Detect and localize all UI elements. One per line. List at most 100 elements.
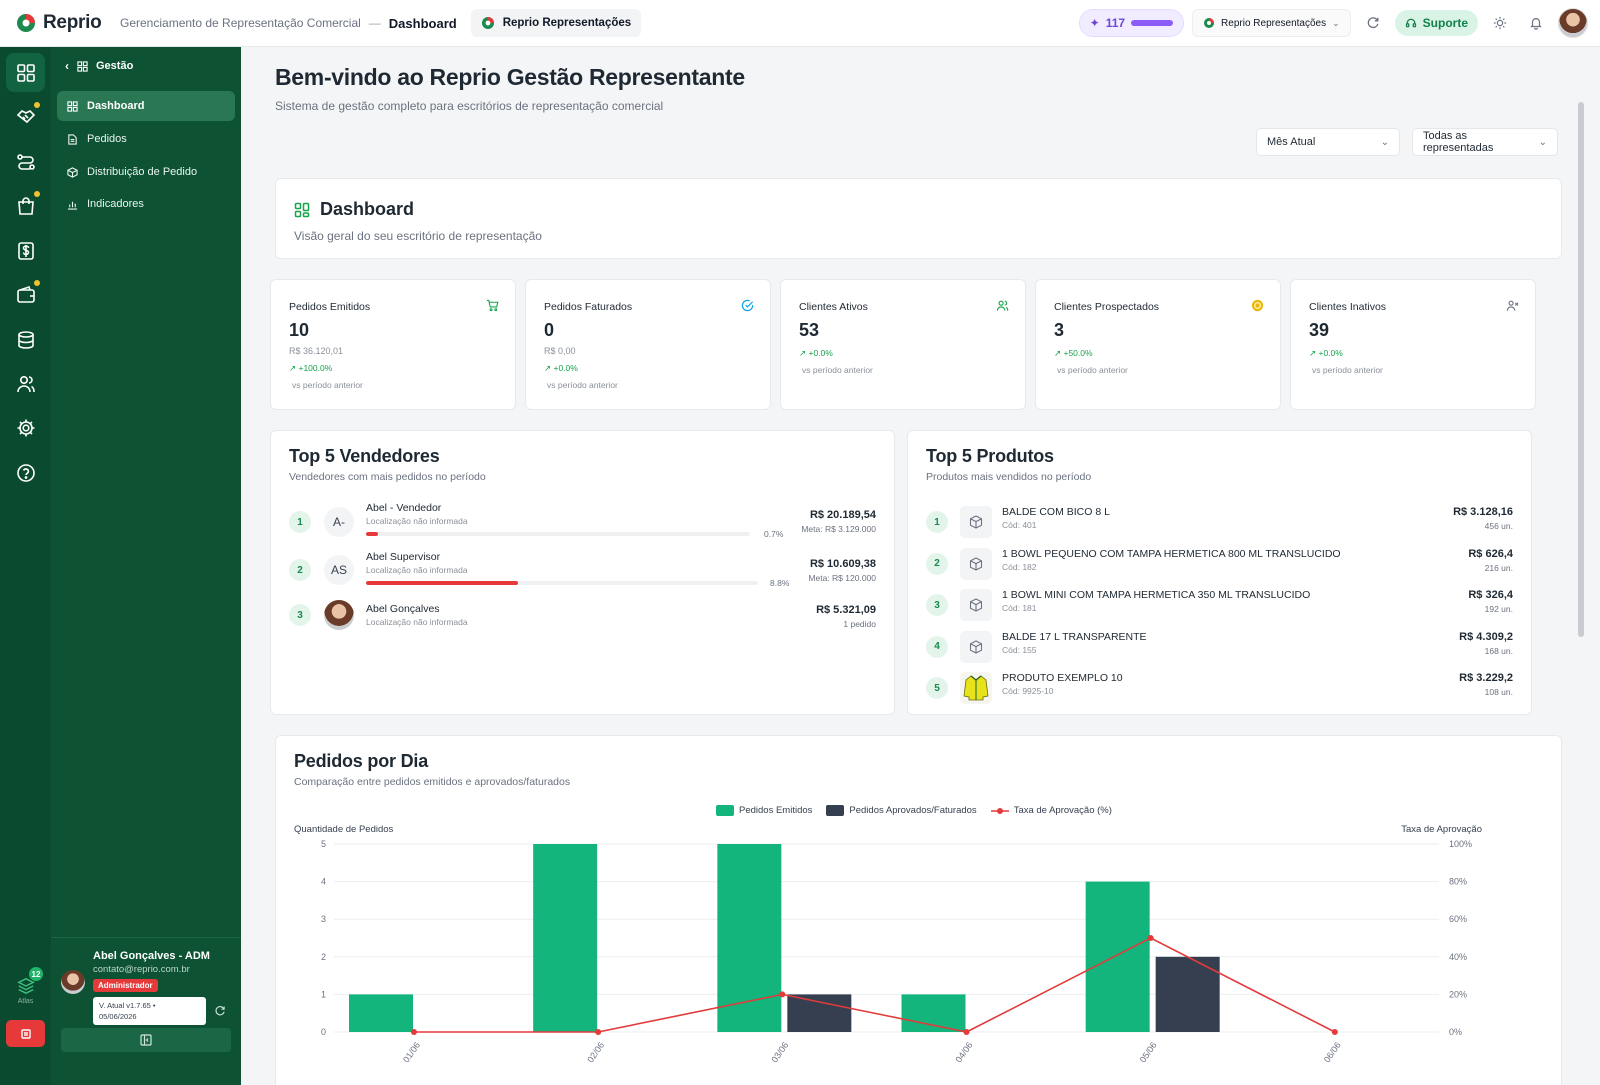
rail-settings[interactable] — [6, 408, 45, 447]
version-line: V. Atual v1.7.65 • — [99, 1001, 156, 1010]
product-amount: R$ 3.229,2 — [1459, 672, 1513, 684]
refresh-icon[interactable] — [214, 1005, 226, 1017]
sidebar-item-label: Pedidos — [87, 133, 127, 145]
stat-value: 0 — [544, 320, 555, 340]
seller-amount: R$ 10.609,38 — [809, 558, 876, 570]
stat-compare: vs período anterior — [802, 365, 873, 375]
rail-routes[interactable] — [6, 142, 45, 181]
y-tick-label: 1 — [321, 989, 326, 999]
help-circle-icon — [16, 463, 35, 482]
legend-item[interactable]: Pedidos Emitidos — [716, 805, 812, 816]
rail-finance[interactable] — [6, 231, 45, 270]
legend-label: Pedidos Aprovados/Faturados — [849, 805, 977, 816]
dashboard-title-text: Dashboard — [320, 199, 415, 219]
stat-trend-value: +0.0% — [1318, 348, 1343, 358]
legend-item[interactable]: Pedidos Aprovados/Faturados — [826, 805, 977, 816]
stat-trend: ↗ +0.0% — [544, 363, 578, 373]
representada-select[interactable]: Todas as representadas ⌄ — [1412, 128, 1558, 156]
collapse-sidebar-button[interactable] — [61, 1028, 231, 1052]
product-code: Cód: 155 — [1002, 644, 1037, 655]
stat-card-pedidos-faturados[interactable]: Pedidos Faturados 0 R$ 0,00 ↗ +0.0% vs p… — [525, 279, 771, 410]
scrollbar[interactable] — [1578, 102, 1584, 637]
brand-logo[interactable]: Reprio — [16, 12, 106, 34]
credits-value: 117 — [1105, 16, 1126, 30]
credits-bar — [1131, 20, 1174, 26]
top-products-card: Top 5 Produtos Produtos mais vendidos no… — [907, 430, 1532, 715]
notifications-button[interactable] — [1522, 9, 1550, 37]
stat-title: Pedidos Emitidos — [289, 301, 371, 313]
y-tick-label: 5 — [321, 839, 326, 849]
stat-title: Pedidos Faturados — [544, 301, 633, 313]
top-sellers-card: Top 5 Vendedores Vendedores com mais ped… — [270, 430, 895, 715]
notification-dot — [34, 102, 40, 108]
rail-users[interactable] — [6, 364, 45, 403]
route-icon — [16, 153, 35, 170]
stat-card-pedidos-emitidos[interactable]: Pedidos Emitidos 10 R$ 36.120,01 ↗ +100.… — [270, 279, 516, 410]
workspace-pill[interactable]: Reprio Representações — [470, 9, 642, 37]
product-amount: R$ 4.309,2 — [1459, 630, 1513, 643]
rail-partners[interactable] — [6, 97, 45, 136]
legend-item[interactable]: Taxa de Aprovação (%) — [990, 805, 1112, 816]
refresh-button[interactable] — [1359, 9, 1387, 37]
company-select[interactable]: Reprio Representações ⌄ — [1192, 9, 1351, 37]
product-units: 108 un. — [1484, 687, 1513, 697]
rate-point — [595, 1029, 602, 1035]
stat-card-clientes-ativos[interactable]: Clientes Ativos 53 ↗ +0.0% vs período an… — [780, 279, 1026, 410]
company-select-label: Reprio Representações — [1221, 17, 1327, 29]
rail-database[interactable] — [6, 320, 45, 359]
rank-badge: 3 — [926, 594, 948, 616]
rail-orders[interactable] — [6, 186, 45, 225]
period-select[interactable]: Mês Atual ⌄ — [1256, 128, 1400, 156]
grid-icon — [294, 202, 310, 217]
sidebar-item-indicadores[interactable]: Indicadores — [57, 189, 235, 219]
product-units: 192 un. — [1484, 604, 1513, 614]
dollar-icon — [17, 241, 34, 260]
seller-amount: R$ 5.321,09 — [816, 604, 876, 616]
file-text-icon — [68, 133, 77, 145]
bar-aprovados — [1155, 956, 1220, 1032]
support-button[interactable]: Suporte — [1394, 10, 1478, 36]
product-thumbnail — [960, 630, 992, 663]
top-actions: ✦ 117 Reprio Representações ⌄ Suporte — [1078, 8, 1588, 38]
rail-dashboard[interactable] — [6, 53, 45, 92]
product-name: BALDE 17 L TRANSPARENTE — [1002, 630, 1147, 643]
stat-card-clientes-prospectados[interactable]: Clientes Prospectados 3 ↗ +50.0% vs perí… — [1035, 279, 1281, 410]
breadcrumb: Gerenciamento de Representação Comercial… — [120, 16, 457, 31]
notification-dot — [34, 280, 40, 286]
legend-swatch — [826, 805, 845, 816]
product-thumbnail — [960, 589, 992, 621]
top-sellers-title: Top 5 Vendedores — [289, 446, 440, 466]
seller-name: Abel Gonçalves — [366, 603, 440, 615]
chevron-down-icon: ⌄ — [1332, 17, 1340, 28]
headset-icon — [1405, 18, 1416, 28]
sidebar-item-distribuicao[interactable]: Distribuição de Pedido — [57, 157, 235, 187]
rail-help[interactable] — [6, 453, 45, 492]
seller-meta: 1 pedido — [843, 619, 876, 629]
stat-money: R$ 0,00 — [544, 346, 576, 356]
breadcrumb-root[interactable]: Gerenciamento de Representação Comercial — [120, 16, 361, 30]
atlas-count-badge: 12 — [29, 967, 43, 981]
atlas-button[interactable]: 12 Atlas — [6, 965, 45, 1017]
cart-icon — [486, 299, 499, 312]
sidebar-item-pedidos[interactable]: Pedidos — [57, 124, 235, 154]
product-thumbnail — [960, 506, 992, 538]
company-logo-icon — [1204, 18, 1215, 28]
support-label: Suporte — [1422, 16, 1468, 30]
product-amount: R$ 3.128,16 — [1453, 506, 1513, 518]
bar-aprovados — [787, 994, 852, 1032]
seller-progress-track — [366, 581, 758, 585]
sun-icon — [1493, 16, 1507, 30]
target-icon — [1251, 299, 1264, 312]
sidebar-nav: ‹ Gestão Dashboard Pedidos Distribuição … — [51, 47, 241, 1085]
stat-card-clientes-inativos[interactable]: Clientes Inativos 39 ↗ +0.0% vs período … — [1290, 279, 1536, 410]
bar-emitidos — [1085, 881, 1150, 1032]
stat-money: R$ 36.120,01 — [289, 346, 344, 356]
dashboard-card-title: Dashboard — [294, 199, 414, 220]
theme-toggle-button[interactable] — [1486, 9, 1514, 37]
alert-button[interactable] — [6, 1020, 45, 1047]
rail-wallet[interactable] — [6, 275, 45, 314]
user-avatar[interactable] — [1558, 8, 1588, 38]
sidebar-item-dashboard[interactable]: Dashboard — [57, 91, 235, 121]
credits-badge[interactable]: ✦ 117 — [1078, 9, 1185, 37]
nav-section-header[interactable]: ‹ Gestão — [65, 59, 133, 73]
